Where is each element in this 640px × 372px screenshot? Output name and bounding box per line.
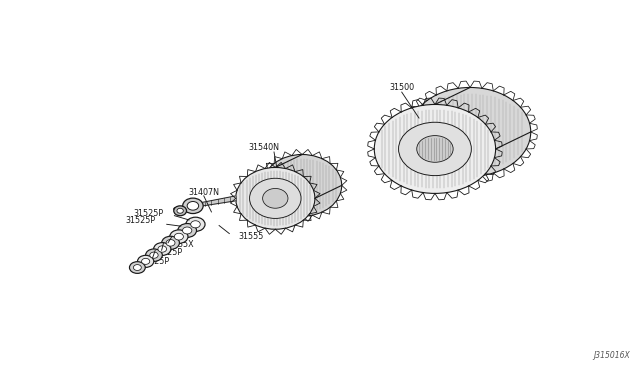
Ellipse shape (177, 208, 183, 213)
Ellipse shape (154, 243, 171, 256)
Ellipse shape (162, 236, 179, 249)
Ellipse shape (399, 122, 471, 176)
Ellipse shape (173, 208, 177, 210)
Ellipse shape (129, 262, 145, 273)
Ellipse shape (417, 136, 453, 162)
Text: 31407N: 31407N (188, 188, 220, 197)
Ellipse shape (158, 246, 166, 252)
Ellipse shape (182, 198, 203, 214)
Ellipse shape (187, 202, 198, 210)
Text: 31525P: 31525P (153, 248, 183, 257)
Ellipse shape (236, 167, 315, 229)
Ellipse shape (150, 252, 158, 258)
Text: 31525P: 31525P (140, 257, 170, 266)
Ellipse shape (262, 154, 342, 216)
Ellipse shape (410, 87, 531, 176)
Text: 31525P: 31525P (125, 216, 156, 225)
Text: 31435X: 31435X (164, 240, 194, 249)
Ellipse shape (138, 255, 154, 267)
Text: 31500: 31500 (389, 83, 414, 92)
Ellipse shape (145, 249, 163, 262)
Ellipse shape (182, 227, 192, 234)
Text: 31540N: 31540N (248, 143, 279, 152)
Polygon shape (175, 196, 236, 210)
Ellipse shape (374, 105, 495, 193)
Ellipse shape (166, 240, 175, 246)
Ellipse shape (178, 224, 196, 237)
Ellipse shape (170, 230, 188, 243)
Ellipse shape (250, 178, 301, 218)
Ellipse shape (191, 221, 200, 228)
Ellipse shape (173, 206, 186, 216)
Ellipse shape (133, 264, 141, 270)
Ellipse shape (262, 189, 288, 208)
Ellipse shape (174, 233, 184, 240)
Text: J315016X: J315016X (593, 351, 630, 360)
Text: 31525P: 31525P (133, 209, 164, 218)
Ellipse shape (186, 217, 205, 231)
Text: 31555: 31555 (238, 232, 264, 241)
Ellipse shape (141, 258, 150, 264)
